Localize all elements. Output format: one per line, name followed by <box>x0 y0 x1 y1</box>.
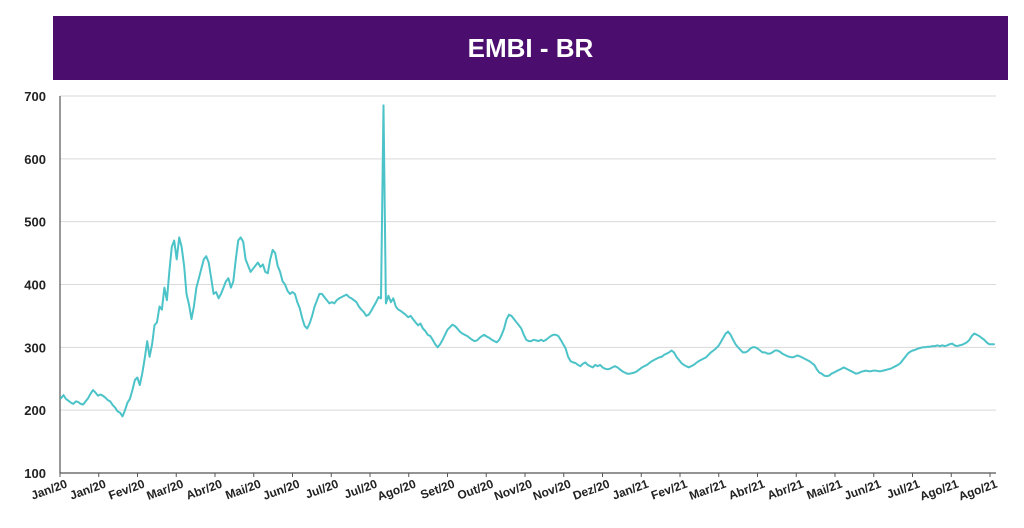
x-tick-label: Jun/21 <box>842 477 883 503</box>
x-tick-label: Abr/21 <box>727 477 767 503</box>
x-tick-label: Ago/20 <box>375 477 418 504</box>
x-tick-label: Jun/20 <box>261 477 302 503</box>
x-tick-label: Set/20 <box>419 477 457 502</box>
x-tick-label: Fev/21 <box>649 477 689 503</box>
y-tick-label: 100 <box>24 466 46 481</box>
series-line-embi-br <box>60 104 995 418</box>
x-tick-label: Dez/20 <box>571 477 612 503</box>
chart-title: EMBI - BR <box>467 32 594 63</box>
y-tick-label: 400 <box>24 278 46 293</box>
x-tick-label: Mar/20 <box>145 477 186 503</box>
x-tick-label: Jul/20 <box>342 477 379 502</box>
x-tick-label: Jan/21 <box>610 477 650 503</box>
x-tick-label: Abr/21 <box>765 477 805 503</box>
x-tick-label: Fev/20 <box>107 477 147 503</box>
x-tick-label: Mai/21 <box>805 477 845 503</box>
y-tick-label: 700 <box>24 89 46 104</box>
x-tick-label: Abr/20 <box>184 477 224 503</box>
x-tick-label: Out/20 <box>455 477 495 503</box>
x-tick-label: Mar/21 <box>687 477 728 503</box>
x-tick-label: Jan/20 <box>68 477 108 503</box>
x-tick-label: Ago/21 <box>957 477 1000 504</box>
x-tick-label: Nov/20 <box>531 477 573 504</box>
x-tick-label: Nov/20 <box>492 477 534 504</box>
y-tick-label: 200 <box>24 403 46 418</box>
x-tick-label: Jul/21 <box>885 477 922 502</box>
x-tick-label: Mai/20 <box>224 477 264 503</box>
chart-title-bar: EMBI - BR <box>53 16 1008 80</box>
y-tick-label: 300 <box>24 340 46 355</box>
y-tick-label: 600 <box>24 152 46 167</box>
x-tick-label: Jul/20 <box>304 477 341 502</box>
y-tick-label: 500 <box>24 215 46 230</box>
x-tick-label: Ago/21 <box>918 477 961 504</box>
